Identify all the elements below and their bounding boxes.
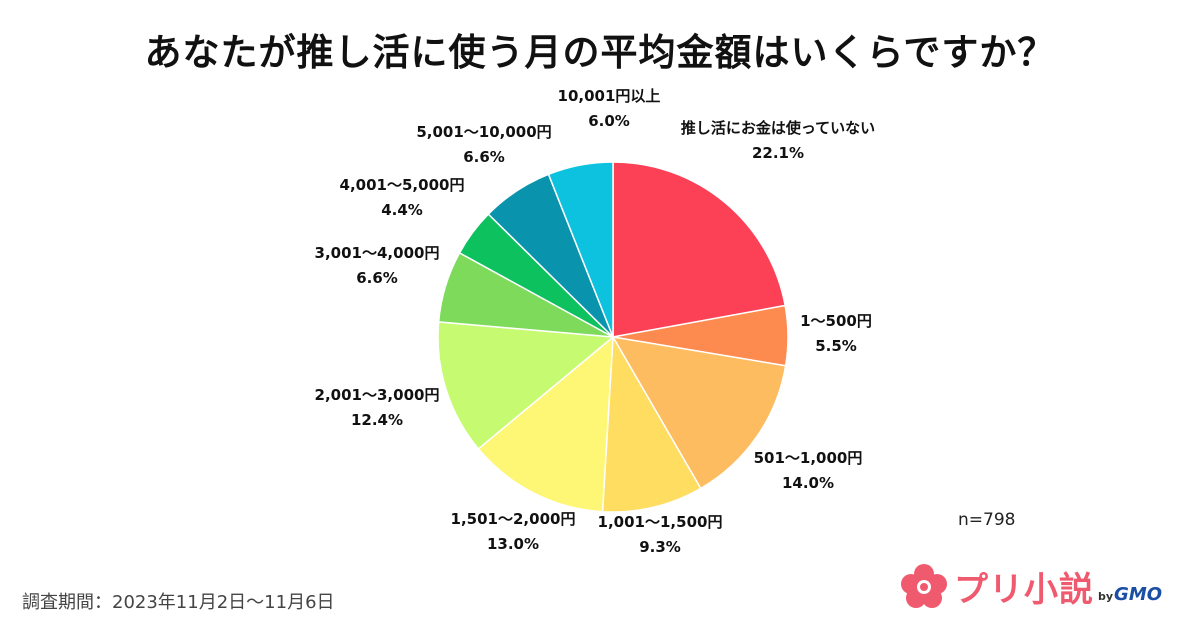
brand-by: by (1098, 590, 1114, 603)
brand-name: プリ小説 (954, 570, 1094, 610)
slice-value-label: 9.3% (639, 538, 681, 556)
chart-title: あなたが推し活に使う月の平均金額はいくらですか？ (144, 31, 1056, 74)
slice-category-label: 1,501〜2,000円 (451, 510, 576, 528)
slice-category-label: 推し活にお金は使っていない (681, 119, 875, 137)
slice-value-label: 14.0% (782, 474, 834, 492)
slice-category-label: 2,001〜3,000円 (315, 386, 440, 404)
slice-category-label: 5,001〜10,000円 (416, 123, 551, 141)
slice-value-label: 12.4% (351, 411, 403, 429)
pie-slice (437, 321, 615, 450)
slice-category-label: 1,001〜1,500円 (598, 513, 723, 531)
slice-value-label: 4.4% (381, 201, 423, 219)
slice-value-label: 6.6% (356, 269, 398, 287)
slice-value-label: 6.0% (588, 112, 630, 130)
pie-slice (612, 161, 787, 338)
slice-category-label: 4,001〜5,000円 (340, 176, 465, 194)
slice-category-label: 501〜1,000円 (754, 449, 863, 467)
pie-slices (437, 161, 789, 513)
pie-slice (477, 335, 614, 513)
brand-company: GMO (1114, 584, 1163, 605)
slice-value-label: 22.1% (752, 144, 804, 162)
flower-logo-icon (901, 564, 947, 608)
pie-slice (601, 334, 702, 513)
pie-slice (611, 335, 787, 490)
slice-value-label: 13.0% (487, 535, 539, 553)
pie-labels: 推し活にお金は使っていない 22.1% 1〜500円 5.5% 501〜1,000円 14… (315, 87, 876, 556)
slice-category-label: 3,001〜4,000円 (315, 244, 440, 262)
slice-value-label: 5.5% (815, 337, 857, 355)
pie-slice (547, 161, 614, 338)
sample-size: n=798 (958, 510, 1016, 530)
survey-period: 調査期間：2023年11月2日〜11月6日 (22, 592, 335, 613)
slice-category-label: 1〜500円 (800, 312, 872, 330)
slice-value-label: 6.6% (463, 148, 505, 166)
brand-logo[interactable]: プリ小説 by GMO (898, 562, 1162, 612)
slice-category-label: 10,001円以上 (558, 87, 661, 105)
